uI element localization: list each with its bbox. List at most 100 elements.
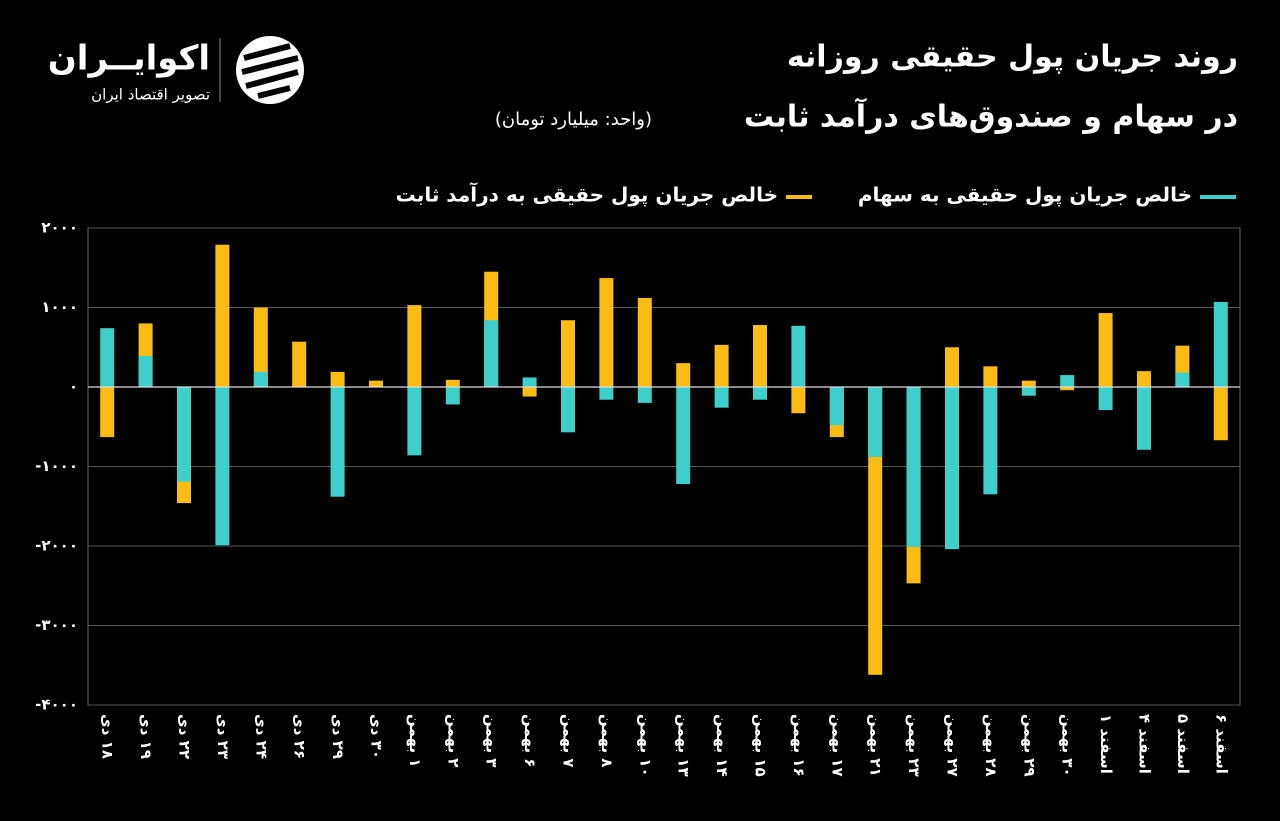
x-tick-label: ۲ بهمن xyxy=(444,714,462,767)
bar xyxy=(1021,387,1036,396)
x-tick-label: ۶ بهمن xyxy=(521,714,539,767)
x-tick-label: ۱۳ بهمن xyxy=(675,714,693,777)
x-tick-label: ۱۷ بهمن xyxy=(828,714,846,777)
bar xyxy=(676,363,691,387)
x-tick-label: ۲۶ دی xyxy=(291,714,309,759)
x-tick-label: ۷ بهمن xyxy=(560,714,578,767)
y-tick-label: ۱۰۰۰ xyxy=(41,298,78,316)
x-tick-label: اسفند ۱ xyxy=(1097,714,1115,774)
bar xyxy=(599,278,614,387)
bar xyxy=(637,297,652,387)
x-tick-label: ۳ بهمن xyxy=(483,714,501,767)
x-tick-label: ۱۶ بهمن xyxy=(790,714,808,777)
x-tick-label: ۳۰ دی xyxy=(368,714,386,759)
bar xyxy=(945,387,959,550)
y-tick-label: -۳۰۰۰ xyxy=(35,616,78,634)
bar xyxy=(561,387,575,433)
x-tick-label: ۱۵ بهمن xyxy=(752,714,770,777)
bar xyxy=(1098,313,1113,387)
x-tick-label: ۱۴ بهمن xyxy=(713,714,731,777)
bar xyxy=(829,387,844,426)
unit-label: (واحد: میلیارد تومان) xyxy=(495,109,652,130)
bar xyxy=(445,387,460,405)
y-tick-label: ۰ xyxy=(69,378,78,396)
bar xyxy=(369,380,383,387)
bar xyxy=(945,347,959,387)
legend-label: خالص جریان پول حقیقی به درآمد ثابت xyxy=(396,182,778,208)
y-tick-label: -۲۰۰۰ xyxy=(35,537,78,555)
bar xyxy=(714,387,729,408)
y-tick-label: ۲۰۰۰ xyxy=(41,219,78,237)
bar xyxy=(1213,301,1228,387)
bar xyxy=(177,387,191,482)
y-tick-label: -۱۰۰۰ xyxy=(35,457,78,475)
bar xyxy=(1137,387,1151,450)
bar xyxy=(522,387,537,397)
brand-tagline: تصویر اقتصاد ایران xyxy=(91,86,210,104)
bar xyxy=(599,387,614,400)
bar xyxy=(445,379,460,387)
bar xyxy=(253,307,268,387)
x-tick-label: ۲۲ دی xyxy=(176,714,194,759)
bar xyxy=(215,387,230,546)
bar xyxy=(138,355,153,387)
bar xyxy=(791,325,806,387)
brand-name: اکوایــران xyxy=(48,39,210,79)
x-tick-label: ۲۸ بهمن xyxy=(982,714,1000,777)
x-tick-label: ۲۱ بهمن xyxy=(867,714,885,777)
bar xyxy=(637,387,652,403)
x-tick-label: ۳۰ بهمن xyxy=(1059,714,1077,777)
bar xyxy=(714,344,729,387)
x-tick-label: ۲۷ بهمن xyxy=(944,714,962,777)
bar xyxy=(1098,387,1113,411)
bar xyxy=(1213,387,1228,441)
bar xyxy=(407,387,422,456)
bar xyxy=(868,387,883,457)
x-tick-label: ۱ بهمن xyxy=(406,714,424,767)
x-tick-label: ۱۹ دی xyxy=(137,714,155,759)
bar xyxy=(292,341,307,387)
bar xyxy=(753,324,767,387)
bar xyxy=(983,366,998,387)
y-tick-label: -۴۰۰۰ xyxy=(35,696,78,714)
x-tick-label: ۲۹ دی xyxy=(329,714,347,759)
bar xyxy=(791,387,806,414)
bar xyxy=(330,387,345,497)
bar xyxy=(906,387,921,547)
bar xyxy=(561,320,575,387)
x-tick-label: اسفند ۵ xyxy=(1174,714,1192,774)
bar xyxy=(1175,372,1190,387)
bar xyxy=(100,328,115,387)
bar xyxy=(100,387,115,438)
x-tick-label: ۱۸ دی xyxy=(99,714,117,759)
logo-icon xyxy=(236,36,304,104)
bar xyxy=(484,320,499,387)
bar xyxy=(522,377,537,387)
bar xyxy=(407,305,422,387)
x-tick-label: ۲۳ دی xyxy=(214,714,232,759)
x-tick-label: اسفند ۶ xyxy=(1212,714,1230,774)
chart-title: روند جریان پول حقیقی روزانه xyxy=(787,40,1238,75)
bar xyxy=(983,387,998,495)
x-tick-label: اسفند ۴ xyxy=(1136,714,1154,774)
x-tick-label: ۸ بهمن xyxy=(598,714,616,767)
bar xyxy=(868,387,883,675)
x-tick-label: ۲۴ دی xyxy=(252,714,270,759)
bar xyxy=(1021,380,1036,387)
bar xyxy=(1137,371,1151,387)
bar xyxy=(1060,387,1075,391)
chart-subtitle: در سهام و صندوق‌های درآمد ثابت xyxy=(744,98,1238,135)
legend-label: خالص جریان پول حقیقی به سهام xyxy=(858,183,1192,208)
x-tick-label: ۲۳ بهمن xyxy=(905,714,923,777)
bar xyxy=(330,371,345,387)
bar xyxy=(753,387,767,400)
bar xyxy=(215,244,230,387)
bar xyxy=(676,387,691,484)
x-tick-label: ۲۹ بهمن xyxy=(1020,714,1038,777)
bar xyxy=(1060,375,1075,387)
bar xyxy=(253,371,268,387)
x-tick-label: ۱۰ بهمن xyxy=(636,714,654,777)
